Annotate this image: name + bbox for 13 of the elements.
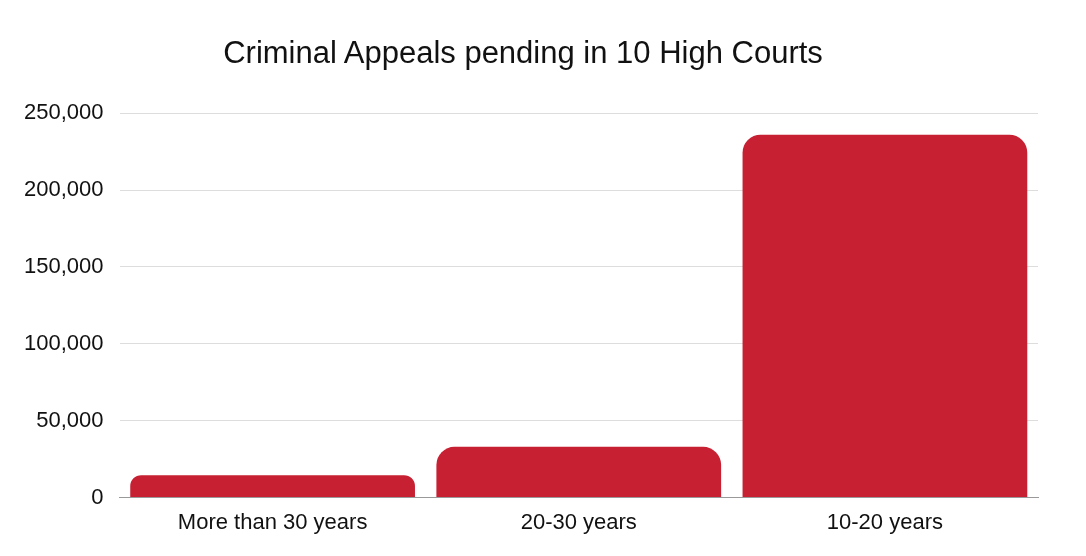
chart-title: Criminal Appeals pending in 10 High Courts bbox=[223, 35, 823, 71]
y-tick-label: 250,000 bbox=[23, 99, 104, 125]
y-tick-label: 0 bbox=[91, 483, 104, 509]
x-tick-label: More than 30 years bbox=[177, 508, 368, 534]
y-tick-label: 150,000 bbox=[23, 253, 104, 279]
bar bbox=[436, 446, 722, 498]
y-tick-label: 100,000 bbox=[23, 329, 104, 355]
y-tick-label: 200,000 bbox=[23, 176, 104, 202]
bar bbox=[130, 475, 415, 498]
y-tick-label: 50,000 bbox=[36, 406, 104, 432]
bar bbox=[742, 134, 1028, 498]
x-tick-label: 20-30 years bbox=[520, 508, 637, 534]
x-tick-label: 10-20 years bbox=[826, 508, 944, 534]
